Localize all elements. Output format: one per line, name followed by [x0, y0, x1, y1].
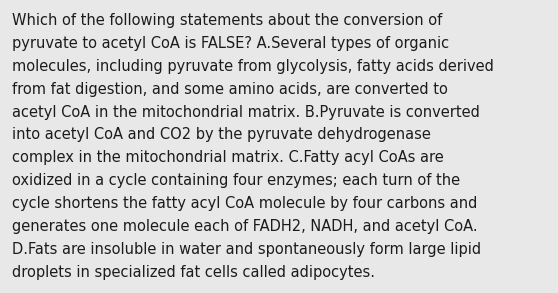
Text: Which of the following statements about the conversion of: Which of the following statements about … — [12, 13, 442, 28]
Text: generates one molecule each of FADH2, NADH, and acetyl CoA.: generates one molecule each of FADH2, NA… — [12, 219, 478, 234]
Text: into acetyl CoA and CO2 by the pyruvate dehydrogenase: into acetyl CoA and CO2 by the pyruvate … — [12, 127, 431, 142]
Text: D.Fats are insoluble in water and spontaneously form large lipid: D.Fats are insoluble in water and sponta… — [12, 242, 482, 257]
Text: cycle shortens the fatty acyl CoA molecule by four carbons and: cycle shortens the fatty acyl CoA molecu… — [12, 196, 478, 211]
Text: complex in the mitochondrial matrix. C.Fatty acyl CoAs are: complex in the mitochondrial matrix. C.F… — [12, 150, 444, 165]
Text: acetyl CoA in the mitochondrial matrix. B.Pyruvate is converted: acetyl CoA in the mitochondrial matrix. … — [12, 105, 480, 120]
Text: oxidized in a cycle containing four enzymes; each turn of the: oxidized in a cycle containing four enzy… — [12, 173, 460, 188]
Text: droplets in specialized fat cells called adipocytes.: droplets in specialized fat cells called… — [12, 265, 376, 280]
Text: molecules, including pyruvate from glycolysis, fatty acids derived: molecules, including pyruvate from glyco… — [12, 59, 494, 74]
Text: from fat digestion, and some amino acids, are converted to: from fat digestion, and some amino acids… — [12, 82, 448, 97]
Text: pyruvate to acetyl CoA is FALSE? A.Several types of organic: pyruvate to acetyl CoA is FALSE? A.Sever… — [12, 36, 449, 51]
